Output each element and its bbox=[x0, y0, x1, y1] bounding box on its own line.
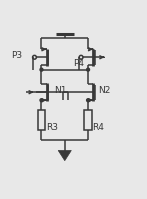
Text: R4: R4 bbox=[92, 123, 104, 132]
Circle shape bbox=[87, 68, 90, 71]
Text: N1: N1 bbox=[55, 86, 67, 95]
Text: P4: P4 bbox=[74, 59, 85, 68]
Text: R3: R3 bbox=[46, 123, 58, 132]
Bar bbox=[84, 110, 92, 130]
Circle shape bbox=[40, 68, 43, 71]
Circle shape bbox=[40, 99, 43, 102]
Polygon shape bbox=[58, 150, 71, 161]
Bar bbox=[38, 110, 45, 130]
Circle shape bbox=[87, 99, 90, 102]
Text: P3: P3 bbox=[11, 51, 22, 60]
Text: N2: N2 bbox=[98, 86, 111, 95]
